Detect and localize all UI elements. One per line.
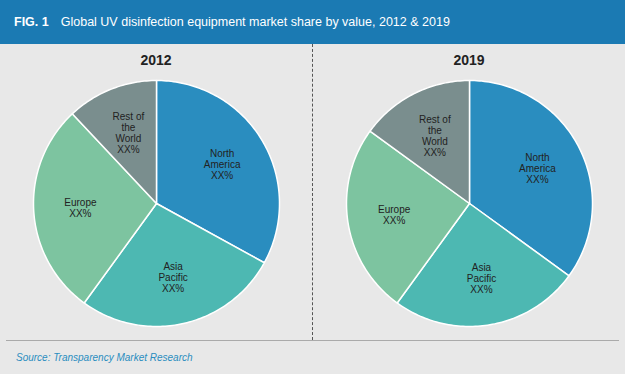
svg-text:Rest oftheWorldXX%: Rest oftheWorldXX% [419, 114, 451, 158]
html-text:Global UV disinfection equipme: Global UV disinfection equipment market … [60, 15, 450, 29]
svg-text:Rest oftheWorldXX%: Rest oftheWorldXX% [113, 111, 145, 155]
svg-text:NorthAmericaXX%: NorthAmericaXX% [204, 148, 241, 181]
svg-text:AsiaPacificXX%: AsiaPacificXX% [158, 261, 187, 294]
svg-text:EuropeXX%: EuropeXX% [378, 204, 411, 226]
svg-text:AsiaPacificXX%: AsiaPacificXX% [467, 262, 496, 295]
svg-text:EuropeXX%: EuropeXX% [64, 197, 97, 219]
html-text:2019: 2019 [453, 52, 485, 68]
html-text:FIG. 1: FIG. 1 [14, 15, 49, 29]
svg-text:NorthAmericaXX%: NorthAmericaXX% [519, 152, 556, 185]
html-text:2012: 2012 [140, 52, 172, 68]
html-text:Source: Transparency Market Re: Source: Transparency Market Research [16, 352, 193, 363]
